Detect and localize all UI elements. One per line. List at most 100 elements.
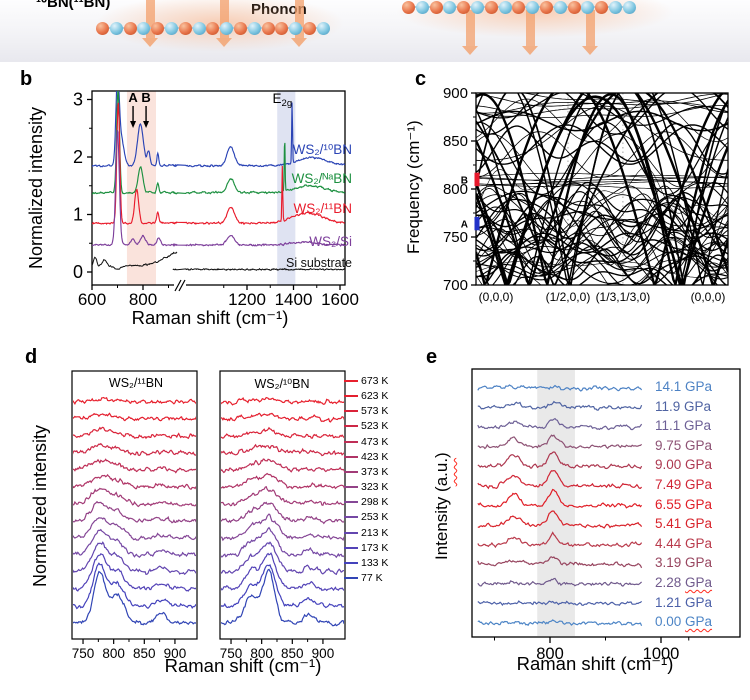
pressure-value: 2.28 [655,575,686,590]
legend-item-133-K: 133 K [344,556,388,570]
pressure-unit: GPa [685,457,713,473]
legend-item-298-K: 298 K [344,495,388,509]
nitrogen-atom-icon [526,0,540,14]
svg-text:850: 850 [281,646,304,661]
pressure-label-6.55: 6.55 GPa [655,497,750,512]
legend-item-623-K: 623 K [344,389,388,403]
panel-d-xlabel: Raman shift (cm⁻¹) [164,655,322,676]
legend-label: 623 K [361,390,389,403]
legend-label: 253 K [361,511,389,524]
nitrogen-atom-icon [415,0,429,14]
panel-c-ylabel: Frequency (cm⁻¹) [404,120,423,255]
phonon-arrow-icon [142,0,158,47]
svg-text:(1/3,1/3,0): (1/3,1/3,0) [596,290,651,304]
legend-item-77-K: 77 K [344,571,383,585]
svg-text:1400: 1400 [275,290,313,309]
pressure-unit: GPa [685,614,713,630]
svg-text:(1/2,0,0): (1/2,0,0) [546,290,591,304]
pressure-unit: GPa [685,379,713,394]
legend-item-473-K: 473 K [344,435,388,449]
pressure-label-9.75: 9.75 GPa [655,438,750,453]
panel-letter-d: d [25,346,38,368]
nitrogen-atom-icon [165,21,178,35]
legend-label: 473 K [361,435,389,448]
nitrogen-atom-icon [316,21,330,35]
boron-atom-icon [457,0,471,14]
pressure-value: 3.19 [655,555,686,571]
pressure-unit: GPa [685,535,713,551]
legend-label: 423 K [361,450,389,463]
boron-atom-icon [595,0,609,14]
pressure-value: 4.44 [655,535,686,551]
pressure-value: 1.21 [655,594,686,610]
legend-line-icon [344,561,358,564]
legend-item-213-K: 213 K [344,526,388,540]
legend-line-icon [344,486,358,489]
phonon-arrow-icon [291,0,307,47]
legend-line-icon [344,395,358,398]
boron-atom-icon [96,21,109,35]
pressure-unit: GPa [685,594,713,610]
legend-line-icon [344,546,358,549]
series-label-5: Si substrate [285,256,352,270]
legend-label: 173 K [361,541,389,554]
nitrogen-atom-icon [109,21,123,35]
legend-line-icon [344,380,358,382]
boron-atom-icon [512,0,526,14]
pressure-label-0.00: 0.00 GPa [655,614,750,629]
svg-text:800: 800 [102,646,125,661]
boron-atom-icon [234,21,247,35]
svg-text:1: 1 [73,205,83,225]
panel-letter-e: e [426,346,438,368]
pressure-value: 5.41 [655,516,686,532]
nitrogen-atom-icon [553,0,567,14]
nitrogen-atom-icon [247,21,261,35]
svg-text:750: 750 [443,229,468,246]
boron-atom-icon [151,21,165,35]
pressure-unit: GPa [684,398,712,414]
panel-b-xlabel: Raman shift (cm⁻¹) [131,307,289,328]
svg-text:1200: 1200 [228,290,266,309]
svg-text:1600: 1600 [321,290,359,309]
pressure-value: 0.00 [655,614,686,630]
panel-d-ylabel: Normalized intensity [30,424,50,588]
pressure-label-7.49: 7.49 GPa [655,477,750,492]
svg-text:A: A [461,220,468,231]
pressure-unit: GPa [684,418,712,434]
legend-item-173-K: 173 K [344,541,388,555]
legend-item-253-K: 253 K [344,510,388,524]
phonon-arrow-icon [582,10,598,55]
panel-c-phonon-dispersion: 700 750 800 850 900 (0,0,0) (1/2,0,0) (1/3,1/3,… [443,85,729,304]
panel-e-xlabel: Raman shift (cm⁻¹) [516,653,674,674]
svg-text:2: 2 [73,147,83,167]
pressure-unit: GPa [685,555,713,571]
legend-label: 523 K [361,420,389,433]
legend-item-423-K: 423 K [344,450,388,464]
legend-label: 573 K [361,405,389,418]
nitrogen-atom-icon [622,0,636,14]
svg-text:700: 700 [443,277,468,294]
nitrogen-atom-icon [498,0,512,14]
nitrogen-atom-icon [137,21,151,35]
legend-item-523-K: 523 K [344,419,388,433]
legend-line-icon [344,440,358,443]
boron-atom-icon [261,21,275,35]
isotope-bn-label: ¹⁰BN(¹¹BN) [36,0,111,11]
svg-text:B: B [461,175,468,186]
panel-letter-c: c [415,68,427,90]
nitrogen-atom-icon [581,0,595,14]
legend-label: 323 K [361,481,389,494]
svg-text:800: 800 [129,290,157,309]
panel-a-schematic: ¹⁰BN(¹¹BN) Phonon [0,0,750,62]
svg-text:900: 900 [443,85,468,102]
pressure-unit: GPa [685,477,713,492]
svg-text:(0,0,0): (0,0,0) [479,290,514,304]
svg-text:850: 850 [443,133,468,150]
svg-text:850: 850 [133,646,156,661]
svg-text:900: 900 [312,646,335,661]
legend-label: 673 K [361,375,389,387]
pressure-label-11.1: 11.1 GPa [655,418,750,433]
nitrogen-atom-icon [289,21,303,35]
